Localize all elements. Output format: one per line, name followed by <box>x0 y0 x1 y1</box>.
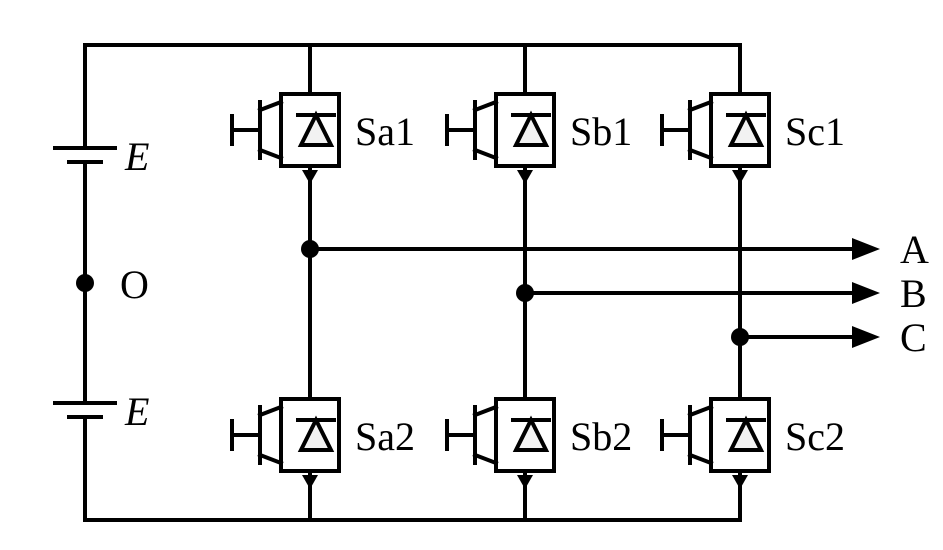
switch-sb1-label: Sb1 <box>570 109 632 154</box>
igbt-collector <box>475 102 496 110</box>
switch-sc2-label: Sc2 <box>785 414 845 459</box>
igbt-emitter <box>475 455 496 463</box>
phase-label-c: C <box>900 315 927 360</box>
emitter-arrow-icon <box>517 475 533 489</box>
emitter-arrow-icon <box>302 170 318 184</box>
emitter-arrow-icon <box>302 475 318 489</box>
neutral-label: O <box>120 262 149 307</box>
igbt-emitter <box>260 455 281 463</box>
phase-arrowhead-b <box>852 282 880 304</box>
igbt-collector <box>690 407 711 415</box>
igbt-collector <box>260 102 281 110</box>
phase-label-a: A <box>900 227 929 272</box>
igbt-collector <box>260 407 281 415</box>
diode-triangle-icon <box>731 420 761 450</box>
igbt-collector <box>690 102 711 110</box>
phase-arrowhead-a <box>852 238 880 260</box>
phase-label-b: B <box>900 271 927 316</box>
switch-sc1-label: Sc1 <box>785 109 845 154</box>
phase-arrowhead-c <box>852 326 880 348</box>
diode-triangle-icon <box>731 115 761 145</box>
emitter-arrow-icon <box>517 170 533 184</box>
diode-triangle-icon <box>301 115 331 145</box>
diode-triangle-icon <box>516 115 546 145</box>
igbt-collector <box>475 407 496 415</box>
diode-triangle-icon <box>516 420 546 450</box>
capacitor-label-0: E <box>124 134 149 179</box>
switch-sa1-label: Sa1 <box>355 109 415 154</box>
igbt-emitter <box>690 455 711 463</box>
igbt-emitter <box>475 150 496 158</box>
switch-sa2-label: Sa2 <box>355 414 415 459</box>
diode-triangle-icon <box>301 420 331 450</box>
igbt-emitter <box>260 150 281 158</box>
emitter-arrow-icon <box>732 170 748 184</box>
neutral-node <box>76 274 94 292</box>
switch-sb2-label: Sb2 <box>570 414 632 459</box>
emitter-arrow-icon <box>732 475 748 489</box>
capacitor-label-1: E <box>124 389 149 434</box>
igbt-emitter <box>690 150 711 158</box>
